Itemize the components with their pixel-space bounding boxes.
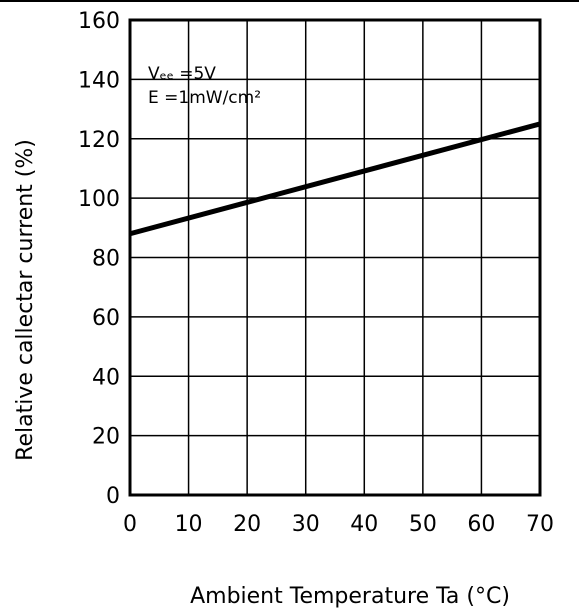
y-axis-label: Relative callectar current (%): [13, 139, 38, 461]
x-tick-label-60: 60: [467, 512, 495, 537]
x-tick-label-0: 0: [123, 512, 137, 537]
y-tick-label-160: 160: [78, 9, 120, 34]
y-tick-label-140: 140: [78, 68, 120, 93]
x-tick-label-20: 20: [233, 512, 261, 537]
y-tick-label-120: 120: [78, 128, 120, 153]
series-layer: [129, 121, 541, 237]
y-tick-label-20: 20: [92, 425, 120, 450]
x-axis-label: Ambient Temperature Ta (°C): [190, 584, 510, 609]
x-tick-labels: 0 10 20 30 40 50 60 70: [123, 512, 554, 537]
annotation-irradiance: E =1mW/cm²: [148, 88, 261, 108]
plot-frame: [128, 18, 542, 497]
y-tick-labels: 0 20 40 60 80 100 120 140 160: [78, 9, 120, 509]
y-tick-label-80: 80: [92, 247, 120, 272]
grid-layer: [130, 20, 540, 495]
y-tick-label-40: 40: [92, 365, 120, 390]
y-tick-label-0: 0: [106, 484, 120, 509]
annotation-box: Vₑₑ =5V E =1mW/cm²: [148, 64, 261, 108]
x-tick-label-40: 40: [350, 512, 378, 537]
y-tick-label-100: 100: [78, 187, 120, 212]
x-tick-label-50: 50: [409, 512, 437, 537]
y-tick-label-60: 60: [92, 306, 120, 331]
annotation-vcc: Vₑₑ =5V: [148, 64, 216, 84]
x-tick-label-10: 10: [175, 512, 203, 537]
x-tick-label-30: 30: [292, 512, 320, 537]
series-line-0: [129, 121, 541, 237]
x-tick-label-70: 70: [526, 512, 554, 537]
